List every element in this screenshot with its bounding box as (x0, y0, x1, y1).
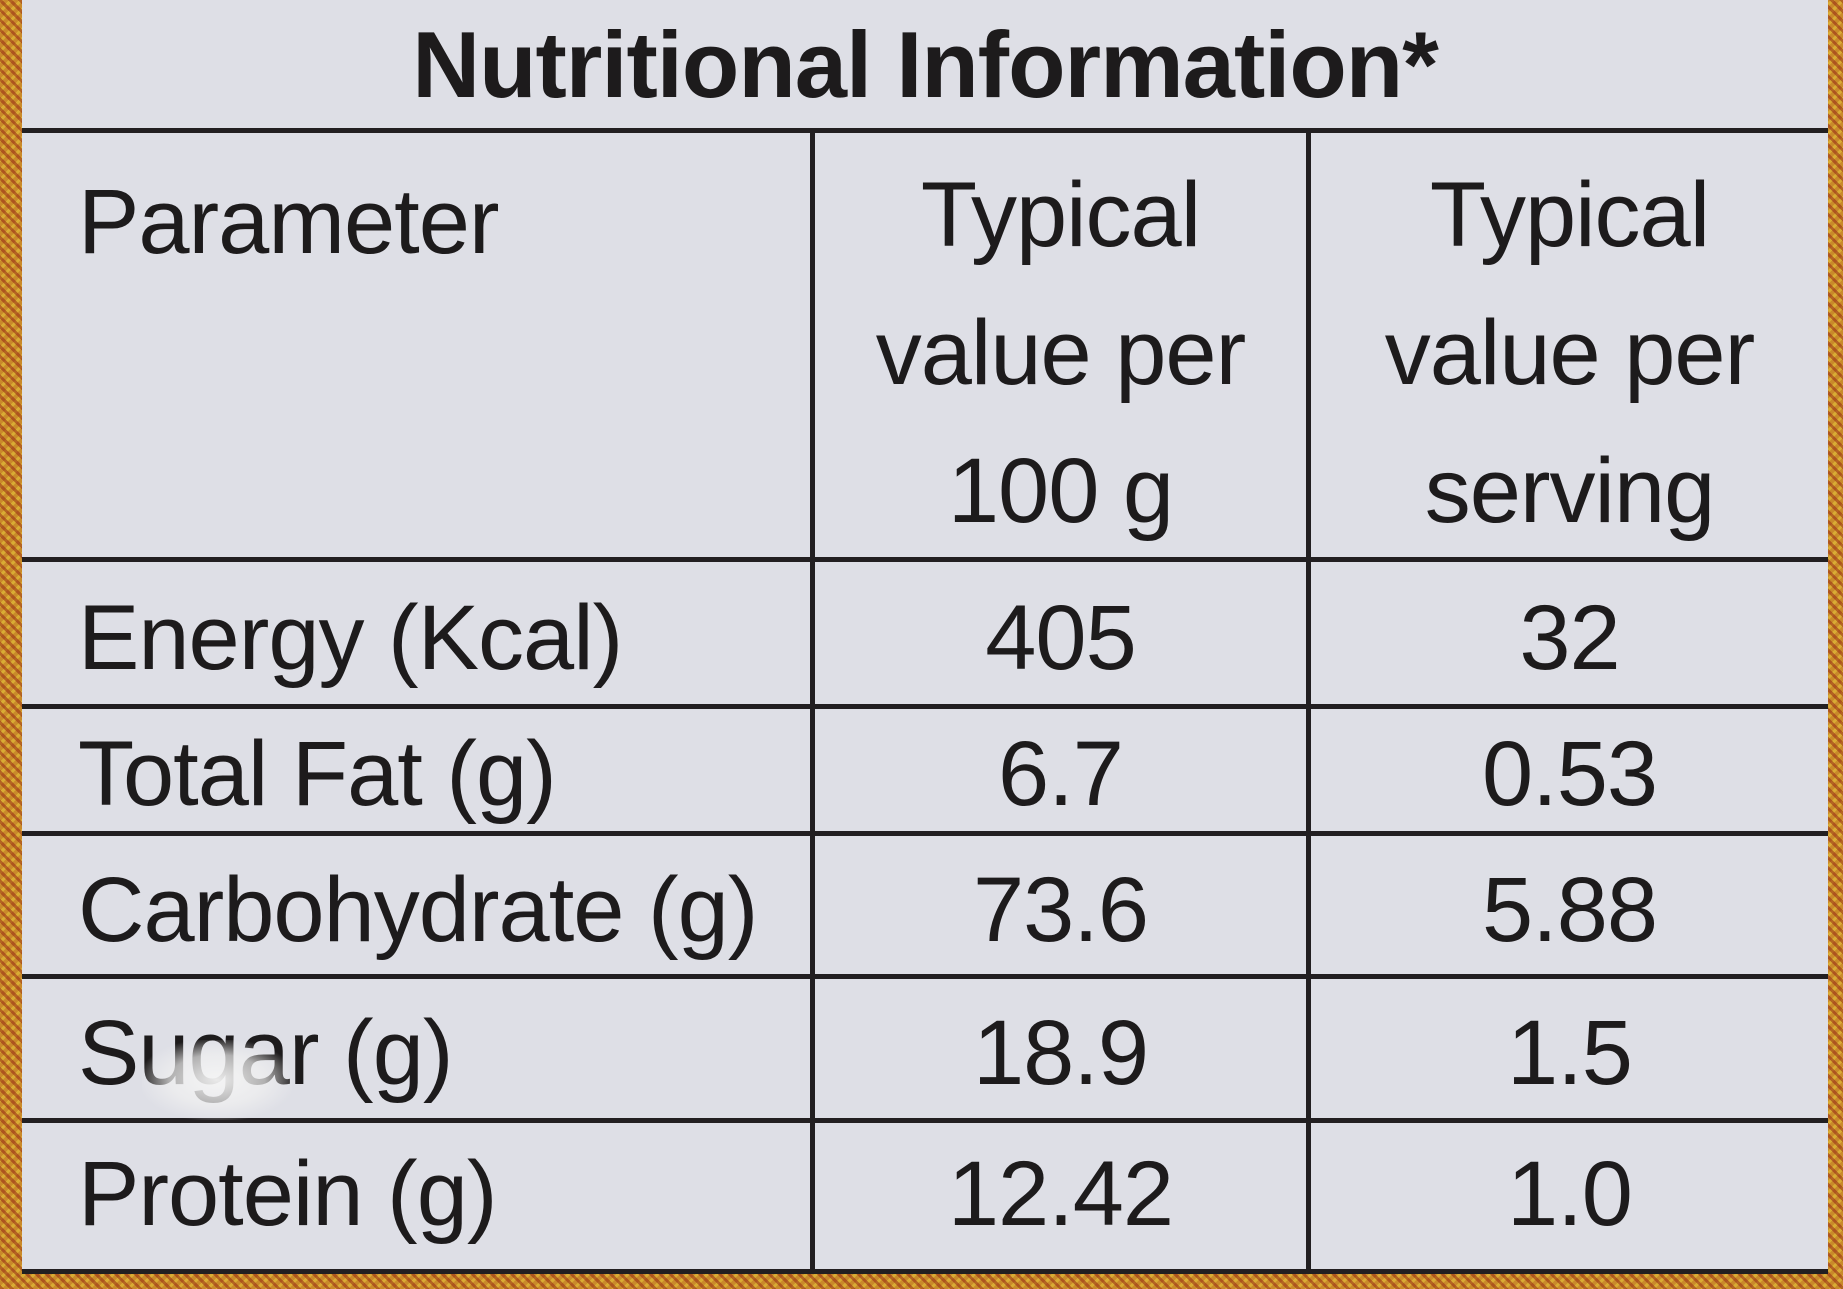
rule-row-3 (22, 974, 1828, 979)
row-fat-per-serving: 0.53 (1481, 723, 1658, 825)
header-per-100g-line-1: Typical (920, 164, 1201, 266)
row-protein-per-serving: 1.0 (1507, 1143, 1633, 1245)
header-per-serving-line-2: value per (1384, 302, 1755, 404)
header-per-serving: Typical value per serving (1311, 146, 1828, 560)
row-protein-per-100g: 12.42 (947, 1143, 1174, 1245)
row-carbohydrate-parameter: Carbohydrate (g) (78, 859, 758, 961)
header-per-serving-line-1: Typical (1429, 164, 1710, 266)
header-per-100g: Typical value per 100 g (815, 146, 1306, 560)
row-sugar-per-100g: 18.9 (972, 1002, 1149, 1104)
row-fat-parameter: Total Fat (g) (78, 723, 557, 825)
col-divider-1 (810, 128, 815, 1274)
rule-under-title (22, 128, 1828, 133)
header-per-serving-line-3: serving (1424, 440, 1716, 542)
rule-row-4 (22, 1118, 1828, 1123)
nutrition-panel: Nutritional Information* Parameter Typic… (22, 0, 1828, 1274)
row-carbohydrate-per-serving: 5.88 (1481, 859, 1658, 961)
row-energy-parameter: Energy (Kcal) (78, 587, 623, 689)
rule-under-header (22, 557, 1828, 562)
header-per-100g-line-3: 100 g (947, 440, 1174, 542)
rule-bottom (22, 1269, 1828, 1274)
header-per-100g-line-2: value per (875, 302, 1246, 404)
col-divider-2 (1306, 128, 1311, 1274)
row-carbohydrate-per-100g: 73.6 (972, 859, 1149, 961)
row-energy-per-serving: 32 (1519, 587, 1620, 689)
rule-row-1 (22, 704, 1828, 709)
table-title: Nutritional Information* (412, 12, 1439, 117)
rule-row-2 (22, 831, 1828, 836)
row-energy-per-100g: 405 (985, 587, 1137, 689)
row-sugar-per-serving: 1.5 (1507, 1002, 1633, 1104)
scuff-mark (142, 1040, 292, 1120)
row-fat-per-100g: 6.7 (998, 723, 1124, 825)
row-protein-parameter: Protein (g) (78, 1143, 497, 1245)
header-parameter: Parameter (78, 171, 499, 273)
